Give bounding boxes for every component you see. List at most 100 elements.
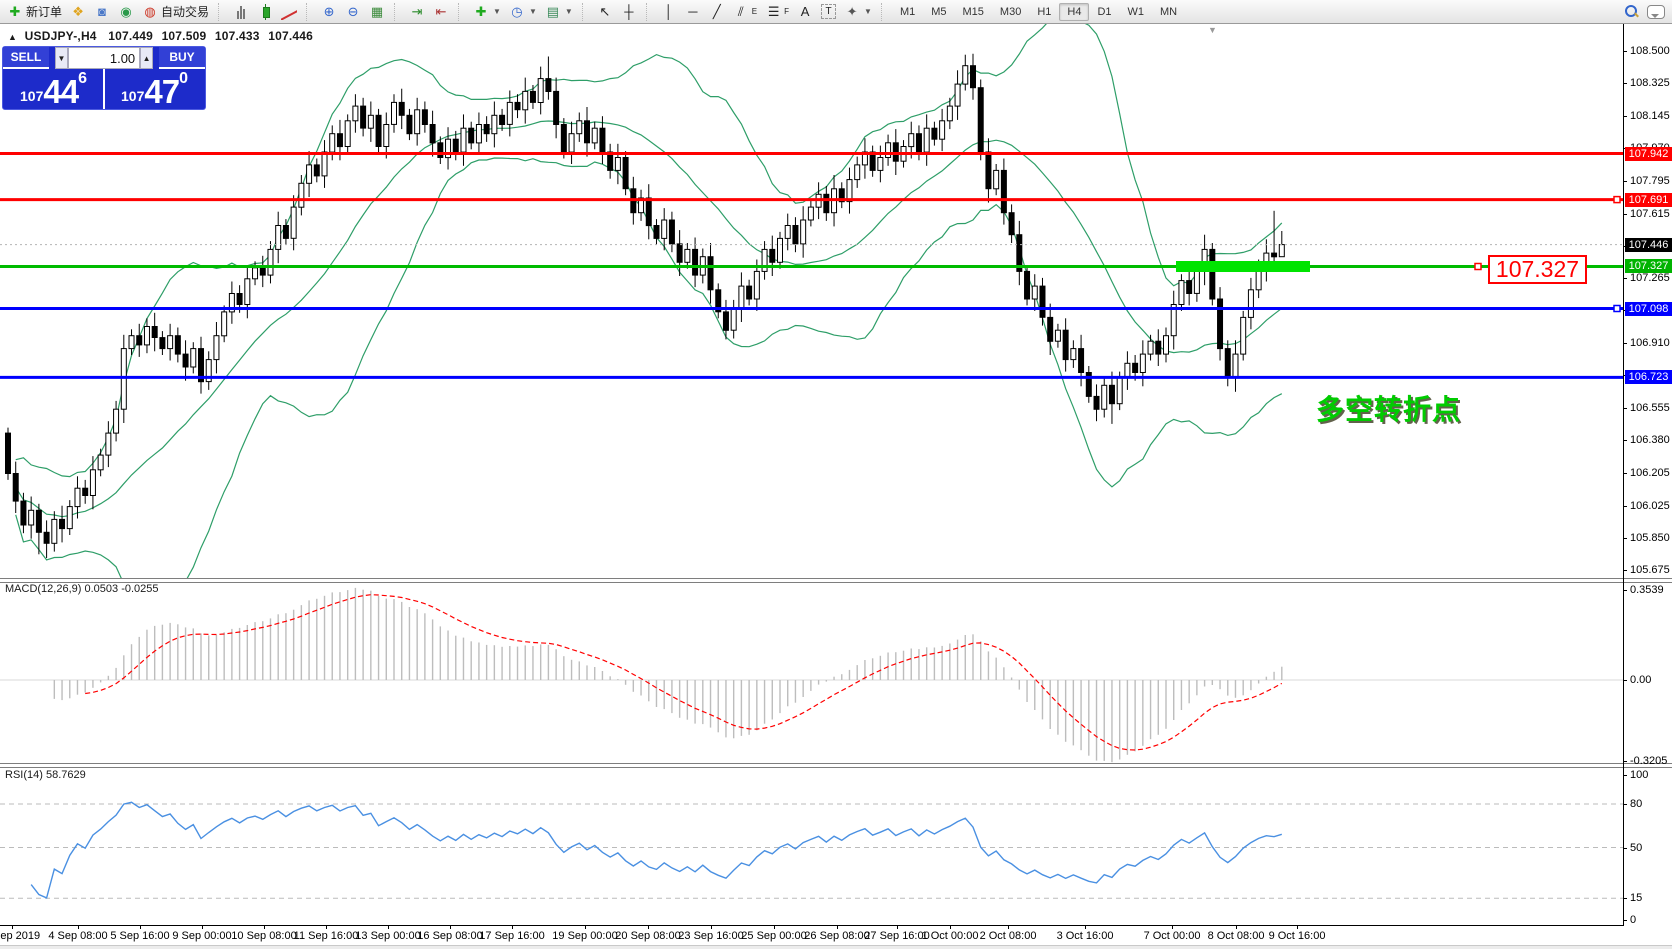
sell-price[interactable]: 107 44 6: [3, 69, 104, 109]
bar-chart-button[interactable]: [229, 2, 253, 22]
collapse-icon[interactable]: ▲: [8, 32, 18, 42]
tile-windows-icon: ▦: [370, 3, 384, 19]
sell-button[interactable]: SELL: [3, 47, 49, 69]
price-high: 107.509: [161, 29, 207, 43]
auto-scroll-icon: ⇥: [411, 3, 423, 19]
chevron-down-icon: ▼: [864, 7, 872, 16]
chart-shift-button[interactable]: ⇤: [429, 2, 453, 22]
auto-scroll-button[interactable]: ⇥: [405, 2, 429, 22]
buy-button[interactable]: BUY: [159, 47, 205, 69]
signal-icon: ◉: [120, 3, 132, 19]
profiles-button[interactable]: ◙: [90, 2, 114, 22]
price-level-callout[interactable]: 107.327: [1488, 255, 1587, 284]
time-axis-tick: [711, 925, 712, 929]
template-icon: ▤: [546, 3, 560, 19]
volume-decrease-button[interactable]: ▼: [55, 47, 68, 69]
horizontal-line-button[interactable]: ─: [681, 2, 705, 22]
volume-increase-button[interactable]: ▲: [140, 47, 153, 69]
text-label-button[interactable]: T: [817, 2, 840, 22]
price-axis-label: 107.795: [1630, 174, 1670, 187]
new-chart-button[interactable]: ❖: [66, 2, 90, 22]
macd-axis-label: 0.3539: [1630, 584, 1664, 597]
timeframe-button-m1[interactable]: M1: [899, 5, 916, 18]
indicators-button[interactable]: ✚ ▼: [469, 2, 505, 22]
chevron-down-icon: ▼: [564, 7, 573, 16]
price-tag: 107.691: [1625, 192, 1672, 207]
search-icon: [1625, 4, 1639, 19]
macd-panel-canvas[interactable]: [0, 581, 1623, 764]
vertical-line-button[interactable]: │: [657, 2, 681, 22]
rsi-axis-tick: [1623, 804, 1627, 805]
buy-price[interactable]: 107 47 0: [104, 69, 205, 109]
rsi-axis-label: 80: [1630, 798, 1643, 810]
text-button[interactable]: A: [793, 2, 817, 22]
timeframe-button-m30[interactable]: M30: [999, 5, 1022, 18]
price-axis-label: 105.850: [1630, 531, 1670, 544]
timeframe-button-h4[interactable]: H4: [1059, 2, 1090, 21]
signals-button[interactable]: ◉: [114, 2, 138, 22]
cursor-button[interactable]: ↖: [593, 2, 617, 22]
time-axis-tick: [585, 925, 586, 929]
time-axis-line: [0, 925, 1624, 926]
cursor-icon: ↖: [599, 3, 611, 19]
chart-shift-marker-icon[interactable]: ▼: [1208, 25, 1217, 35]
tile-windows-button[interactable]: ▦: [365, 2, 389, 22]
time-axis-tick: [450, 925, 451, 929]
timeframe-button-m15[interactable]: M15: [962, 5, 984, 18]
rsi-axis-tick: [1623, 920, 1627, 921]
line-chart-button[interactable]: [277, 2, 301, 22]
volume-input[interactable]: [67, 47, 141, 69]
time-axis-label: 16 Sep 08:00: [417, 930, 483, 942]
price-axis-label: 106.380: [1630, 434, 1670, 447]
buy-price-point: 0: [179, 70, 188, 87]
arrows-button[interactable]: ✦ ▼: [840, 2, 876, 22]
macd-axis-label: 0.00: [1630, 674, 1652, 686]
new-order-button[interactable]: ✚ 新订单: [3, 2, 66, 22]
trendline-button[interactable]: ╱: [705, 2, 729, 22]
templates-button[interactable]: ▤ ▼: [541, 2, 577, 22]
timeframe-button-mn[interactable]: MN: [1160, 5, 1178, 18]
zoom-out-button[interactable]: ⊖: [341, 2, 365, 22]
panel-splitter[interactable]: [0, 578, 1672, 583]
rsi-axis-tick: [1623, 775, 1627, 776]
timeframe-group: M1 M5 M15 M30 H1 H4 D1 W1 MN: [889, 1, 1188, 23]
chevron-down-icon: ▼: [528, 7, 537, 16]
auto-trading-label: 自动交易: [161, 5, 210, 19]
time-axis-tick: [1085, 925, 1086, 929]
rsi-axis-tick: [1623, 847, 1627, 849]
price-tag: 107.327: [1625, 259, 1672, 274]
main-chart-canvas[interactable]: [0, 24, 1623, 578]
crosshair-button[interactable]: ┼: [617, 2, 641, 22]
fibonacci-button[interactable]: ☰ F: [761, 2, 793, 22]
toolbar-separator: [880, 2, 887, 21]
toolbar: ✚ 新订单 ❖ ◙ ◉ ◍ 自动交易 ⊕ ⊖: [0, 0, 1672, 24]
price-axis-tick: [1623, 569, 1627, 571]
auto-trading-button[interactable]: ◍ 自动交易: [138, 2, 213, 22]
periods-button[interactable]: ◷ ▼: [505, 2, 541, 22]
panel-splitter[interactable]: [0, 763, 1672, 768]
price-axis-tick: [1623, 440, 1627, 442]
timeframe-button-h1[interactable]: H1: [1037, 5, 1052, 18]
zoom-out-icon: ⊖: [347, 3, 359, 19]
auto-trading-icon: ◍: [144, 3, 156, 19]
price-axis-tick: [1623, 83, 1627, 85]
price-axis-tick: [1623, 505, 1627, 507]
new-order-icon: ✚: [9, 3, 21, 19]
symbol-name: USDJPY-,H4: [24, 29, 97, 43]
timeframe-button-w1[interactable]: W1: [1127, 5, 1145, 18]
rsi-axis-label: 0: [1630, 914, 1637, 926]
channel-button[interactable]: ⫽ E: [729, 2, 761, 22]
buy-price-base: 107: [121, 88, 145, 104]
search-button[interactable]: [1621, 2, 1643, 22]
candlestick-button[interactable]: [253, 2, 277, 22]
timeframe-button-d1[interactable]: D1: [1097, 5, 1112, 18]
time-axis-label: 1 Oct 00:00: [921, 930, 979, 942]
buy-price-pips: 47: [144, 73, 180, 110]
zoom-in-button[interactable]: ⊕: [317, 2, 341, 22]
timeframe-button-m5[interactable]: M5: [931, 5, 947, 18]
chat-button[interactable]: [1643, 2, 1669, 22]
price-axis-label: 107.615: [1630, 207, 1670, 220]
price-axis-label: 108.145: [1630, 110, 1670, 123]
rsi-axis-label: 15: [1630, 892, 1643, 905]
rsi-panel-canvas[interactable]: [0, 767, 1623, 925]
